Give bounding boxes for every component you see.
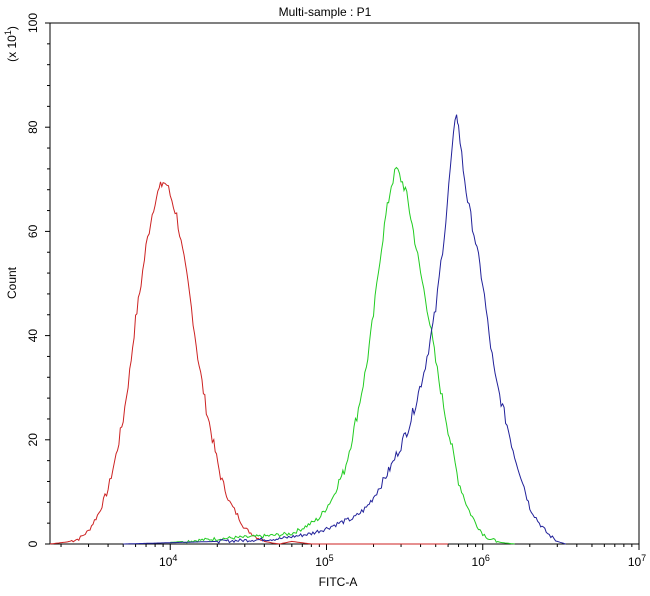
- chart-title: Multi-sample : P1: [279, 5, 372, 19]
- y-axis-multiplier: (x 101): [3, 26, 19, 62]
- plot-frame: [49, 22, 640, 545]
- x-tick-label: 107: [628, 553, 646, 569]
- histogram-series-1: [49, 181, 449, 545]
- multiplier-close: ): [5, 26, 19, 30]
- y-axis-label: Count: [5, 266, 19, 299]
- y-tick-label: 60: [26, 224, 40, 238]
- y-tick-label: 20: [26, 433, 40, 447]
- x-tick-label: 104: [159, 553, 177, 569]
- x-tick-label: 105: [315, 553, 333, 569]
- histogram-series-2: [170, 166, 515, 545]
- histogram-series-3: [123, 114, 566, 545]
- plot-area: 0 20 40 60 80 100 104 105 106 107: [26, 13, 646, 569]
- multiplier-base: (x 10: [5, 35, 19, 62]
- x-tick-label: 106: [472, 553, 490, 569]
- multiplier-exponent: 1: [3, 30, 13, 35]
- y-tick-label: 40: [26, 329, 40, 343]
- y-tick-label: 100: [26, 13, 40, 33]
- x-axis-label: FITC-A: [319, 575, 358, 589]
- y-tick-label: 80: [26, 120, 40, 134]
- y-tick-label: 0: [26, 540, 40, 547]
